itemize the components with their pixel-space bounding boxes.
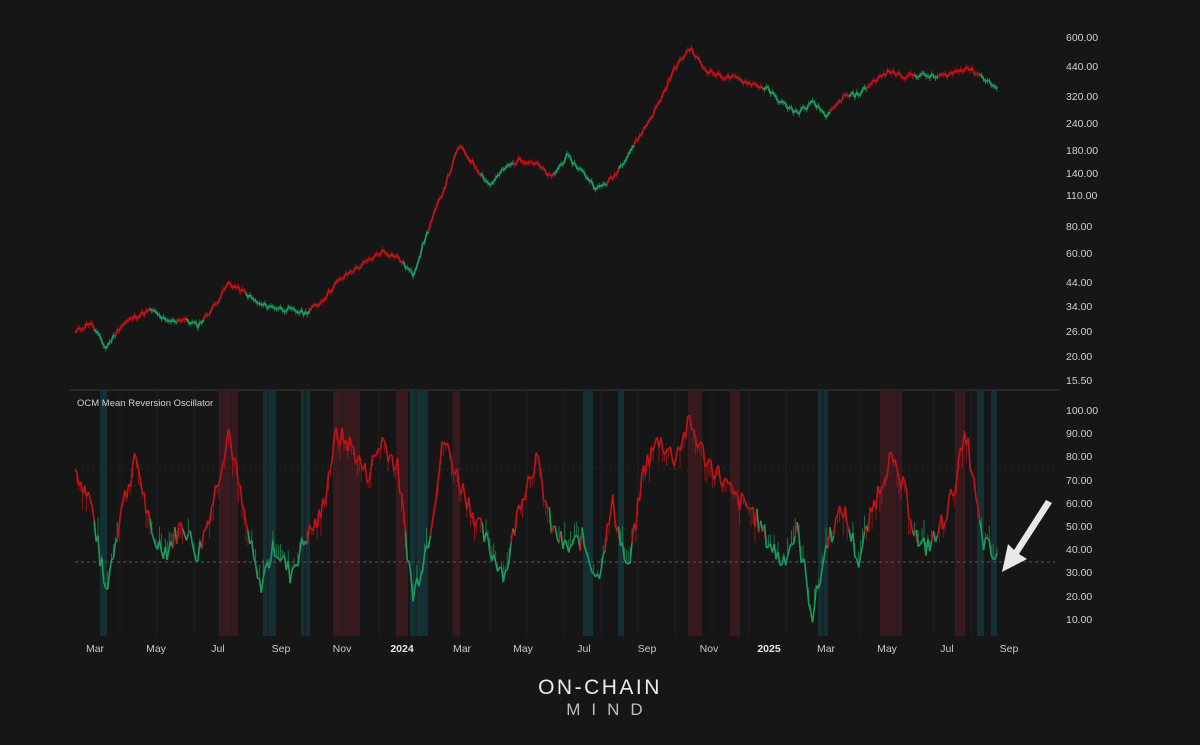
oscillator-tick-label: 70.00 [1066, 475, 1093, 487]
price-tick-label: 80.00 [1066, 221, 1093, 233]
oscillator-tick-label: 90.00 [1066, 428, 1093, 440]
oscillator-tick-label: 60.00 [1066, 498, 1093, 510]
price-tick-label: 180.00 [1066, 145, 1099, 157]
price-tick-label: 15.50 [1066, 375, 1093, 387]
time-tick-label: Nov [699, 643, 719, 655]
price-tick-label: 20.00 [1066, 351, 1093, 363]
time-tick-label: Jul [940, 643, 954, 655]
overbought-band [396, 390, 408, 636]
time-tick-label: 2025 [757, 643, 781, 655]
time-tick-label: May [513, 643, 533, 655]
price-tick-label: 600.00 [1066, 32, 1099, 44]
oversold-band [977, 390, 984, 636]
time-tick-label: Sep [999, 643, 1019, 655]
overbought-band [688, 390, 702, 636]
oscillator-title: OCM Mean Reversion Oscillator [77, 398, 214, 409]
price-tick-label: 320.00 [1066, 91, 1099, 103]
brand-logo-line2: MIND [566, 700, 654, 719]
oversold-band [583, 390, 593, 636]
brand-logo-line1: ON-CHAIN [538, 676, 662, 699]
overbought-band [219, 390, 238, 636]
oscillator-tick-label: 50.00 [1066, 521, 1093, 533]
time-tick-label: Mar [85, 643, 105, 655]
oversold-band [410, 390, 428, 636]
time-tick-label: Jul [577, 643, 591, 655]
oscillator-tick-label: 80.00 [1066, 451, 1093, 463]
price-tick-label: 110.00 [1066, 190, 1098, 202]
price-tick-label: 26.00 [1066, 326, 1093, 338]
overbought-band [730, 390, 740, 636]
oscillator-tick-label: 30.00 [1066, 567, 1093, 579]
price-chart[interactable] [0, 0, 1060, 390]
price-tick-label: 140.00 [1066, 168, 1099, 180]
time-tick-label: Sep [637, 643, 657, 655]
time-tick-label: Sep [271, 643, 291, 655]
price-tick-label: 60.00 [1066, 248, 1093, 260]
oscillator-tick-label: 40.00 [1066, 544, 1093, 556]
time-tick-label: May [146, 643, 166, 655]
oversold-band [100, 390, 107, 636]
overbought-band [333, 390, 360, 636]
oversold-band [618, 390, 624, 636]
oscillator-tick-label: 10.00 [1066, 614, 1093, 626]
oscillator-tick-label: 100.00 [1066, 405, 1099, 417]
oscillator-chart[interactable] [0, 390, 1060, 640]
oversold-band [263, 390, 276, 636]
time-tick-label: 2024 [390, 643, 414, 655]
price-tick-label: 44.00 [1066, 277, 1093, 289]
time-tick-label: Jul [211, 643, 225, 655]
oscillator-tick-label: 20.00 [1066, 591, 1093, 603]
oversold-band [991, 390, 997, 636]
price-tick-label: 34.00 [1066, 301, 1093, 313]
price-tick-label: 440.00 [1066, 61, 1099, 73]
time-tick-label: Nov [332, 643, 352, 655]
time-tick-label: Mar [816, 643, 836, 655]
overbought-band [880, 390, 902, 636]
time-tick-label: May [877, 643, 897, 655]
price-tick-label: 240.00 [1066, 118, 1099, 130]
time-tick-label: Mar [452, 643, 472, 655]
overbought-band [452, 390, 460, 636]
overbought-band [955, 390, 965, 636]
